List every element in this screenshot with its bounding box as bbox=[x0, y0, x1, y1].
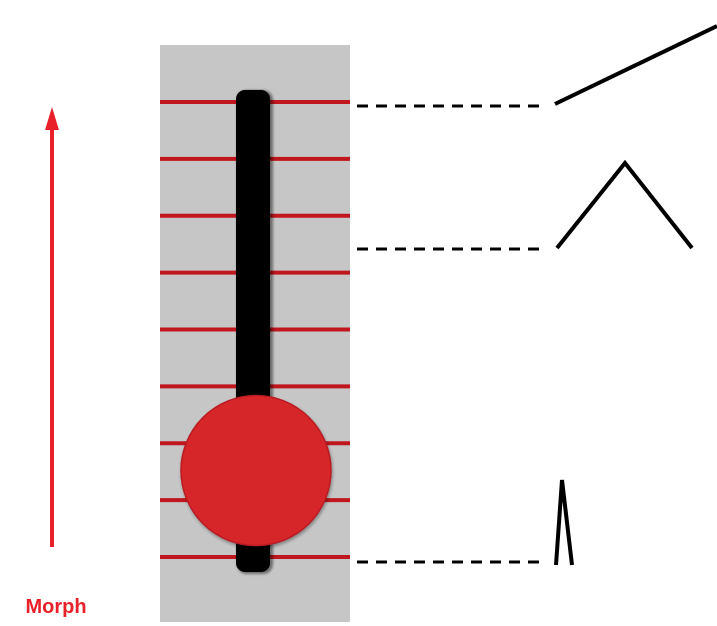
pulse-icon bbox=[554, 479, 574, 566]
morph-label: Morph bbox=[25, 596, 87, 618]
sawtooth-icon bbox=[554, 24, 717, 106]
morph-slider-knob[interactable] bbox=[180, 394, 332, 547]
dashed-leaders bbox=[357, 104, 540, 564]
morph-arrow bbox=[45, 107, 59, 547]
triangle-icon bbox=[555, 159, 694, 250]
